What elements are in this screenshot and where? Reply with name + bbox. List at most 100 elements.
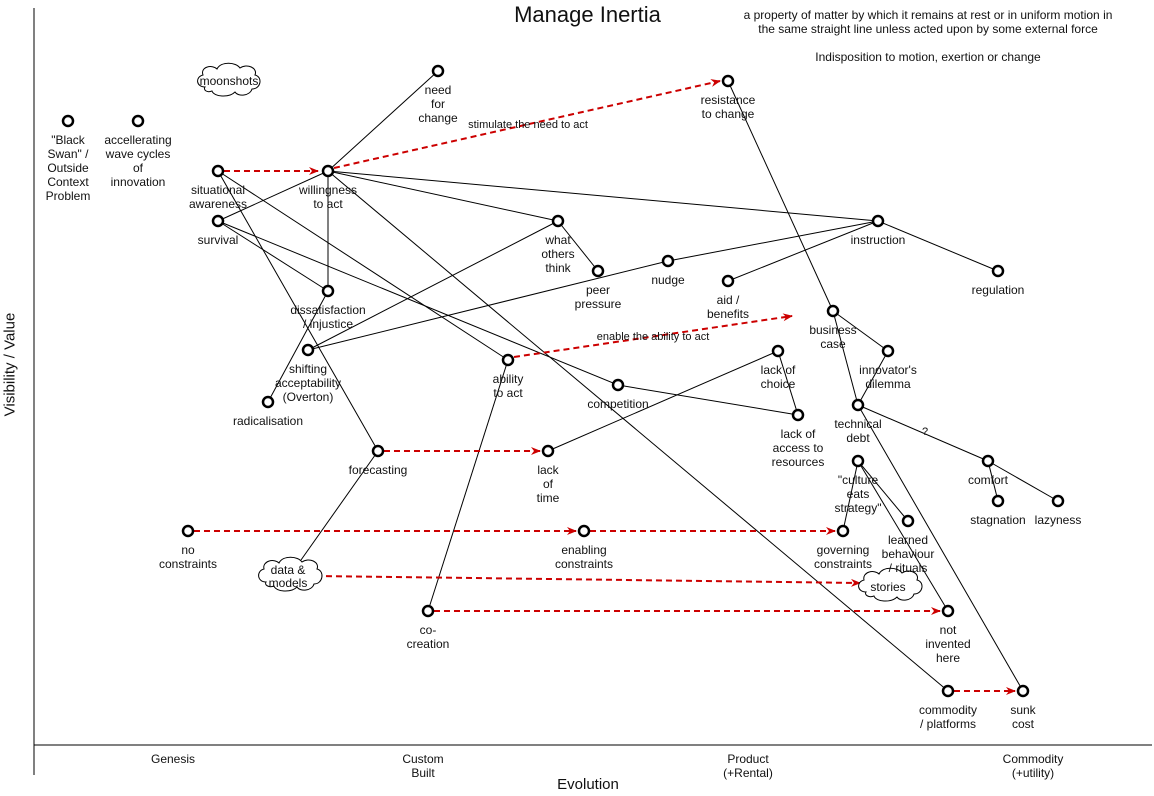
component-node-competition[interactable] xyxy=(611,378,625,392)
component-node-instruction[interactable] xyxy=(871,214,885,228)
cloud-label-moonshots: moonshots xyxy=(200,74,259,88)
component-node-dissatisfaction[interactable] xyxy=(321,284,335,298)
component-node-lazyness[interactable] xyxy=(1051,494,1065,508)
component-node-commodity[interactable] xyxy=(941,684,955,698)
link-forecasting-data xyxy=(300,450,379,561)
component-node-survival[interactable] xyxy=(211,214,225,228)
component-node-culture[interactable] xyxy=(851,454,865,468)
component-node-not-invented[interactable] xyxy=(941,604,955,618)
component-node-comfort[interactable] xyxy=(981,454,995,468)
component-node-accel[interactable] xyxy=(131,114,145,128)
component-node-lack-access[interactable] xyxy=(791,408,805,422)
component-label-radicalisation: radicalisation xyxy=(233,414,303,428)
link-competition-access xyxy=(617,384,799,416)
component-label-lack-choice: lack of choice xyxy=(761,363,796,391)
component-label-co-creation: co-creation xyxy=(407,623,450,651)
component-node-no-constraints[interactable] xyxy=(181,524,195,538)
annotation-enable: enable the ability to act xyxy=(597,331,710,343)
link-comfort-lazyness xyxy=(987,460,1059,502)
component-label-ability: ability to act xyxy=(493,372,524,400)
definition-text: a property of matter by which it remains… xyxy=(728,8,1128,36)
component-label-innovators: innovator's dilemma xyxy=(859,363,917,391)
component-node-lack-time[interactable] xyxy=(541,444,555,458)
component-node-enabling[interactable] xyxy=(577,524,591,538)
cloud-stories xyxy=(858,567,923,602)
component-node-governing[interactable] xyxy=(836,524,850,538)
component-node-lack-choice[interactable] xyxy=(771,344,785,358)
component-label-accel: accellerating wave cycles of innovation xyxy=(104,133,171,189)
component-label-governing: governing constraints xyxy=(814,543,872,571)
component-node-regulation[interactable] xyxy=(991,264,1005,278)
flow-data-stories xyxy=(315,575,861,587)
annotations: stimulate the need to act enable the abil… xyxy=(468,119,928,438)
component-label-business-case: business case xyxy=(809,323,856,351)
component-node-sunk[interactable] xyxy=(1016,684,1030,698)
link-ability-cocreation xyxy=(427,359,509,612)
link-culture-notinvented xyxy=(857,460,949,612)
component-node-business-case[interactable] xyxy=(826,304,840,318)
component-label-technical-debt: technical debt xyxy=(834,417,881,445)
component-label-stagnation: stagnation xyxy=(970,513,1025,527)
link-dissatisfaction-radicalisation xyxy=(267,290,329,403)
component-node-black-swan[interactable] xyxy=(61,114,75,128)
component-label-willingness: willingness to act xyxy=(298,183,357,211)
stage-custom-line-2: Built xyxy=(411,766,435,780)
component-node-radicalisation[interactable] xyxy=(261,395,275,409)
stage-commodity: Commodity (+utility) xyxy=(973,752,1093,780)
cloud-label-data-models: data & models xyxy=(269,563,308,590)
cloud-data-models xyxy=(258,556,323,592)
component-node-nudge[interactable] xyxy=(661,254,675,268)
flow-willingness-resistance xyxy=(333,79,721,169)
component-node-forecasting[interactable] xyxy=(371,444,385,458)
component-node-need-change[interactable] xyxy=(431,64,445,78)
component-label-sunk: sunk cost xyxy=(1010,703,1036,731)
component-label-aid: aid / benefits xyxy=(707,293,749,321)
component-label-culture: "culture eats strategy" xyxy=(835,473,882,515)
link-whatothers-peer xyxy=(557,220,599,272)
component-node-what-others[interactable] xyxy=(551,214,565,228)
component-node-shifting[interactable] xyxy=(301,343,315,357)
component-node-learned[interactable] xyxy=(901,514,915,528)
component-label-nudge: nudge xyxy=(651,273,685,287)
dependency-links xyxy=(217,70,1059,692)
component-label-no-constraints: no constraints xyxy=(159,543,217,571)
component-node-stagnation[interactable] xyxy=(991,494,1005,508)
component-node-situational[interactable] xyxy=(211,164,225,178)
component-label-instruction: instruction xyxy=(851,233,906,247)
annotation-stimulate: stimulate the need to act xyxy=(468,119,588,131)
component-label-survival: survival xyxy=(198,233,239,247)
component-label-learned: learned behaviour / rituals xyxy=(882,533,935,575)
component-node-peer[interactable] xyxy=(591,264,605,278)
component-label-resistance: resistance to change xyxy=(701,93,756,121)
link-willingness-whatothers xyxy=(327,170,559,222)
link-innovators-debt xyxy=(857,350,889,406)
link-comfort-stagnation xyxy=(987,460,999,502)
link-instruction-aid xyxy=(727,220,879,282)
component-node-resistance[interactable] xyxy=(721,74,735,88)
x-axis-label: Evolution xyxy=(557,776,619,793)
component-label-lack-time: lack of time xyxy=(537,463,560,505)
stage-product-line-1: Product xyxy=(727,752,769,766)
link-instruction-regulation xyxy=(877,220,999,272)
link-debt-sunk xyxy=(857,404,1024,692)
component-label-situational: situational awareness xyxy=(189,183,247,211)
component-label-commodity: commodity / platforms xyxy=(919,703,977,731)
map-title: Manage Inertia xyxy=(514,2,661,27)
link-debt-comfort xyxy=(857,404,989,462)
component-label-forecasting: forecasting xyxy=(349,463,408,477)
link-shifting-whatothers xyxy=(307,220,559,351)
link-nudge-instruction xyxy=(667,220,879,262)
component-node-willingness[interactable] xyxy=(321,164,335,178)
component-node-ability[interactable] xyxy=(501,353,515,367)
component-node-technical-debt[interactable] xyxy=(851,398,865,412)
link-culture-governing xyxy=(842,460,859,532)
cloud-moonshots xyxy=(197,62,261,97)
link-culture-learned xyxy=(857,460,909,522)
component-node-aid[interactable] xyxy=(721,274,735,288)
component-node-innovators[interactable] xyxy=(881,344,895,358)
link-situational-ability xyxy=(217,170,509,361)
component-label-lack-access: lack of access to resources xyxy=(772,427,825,469)
component-node-co-creation[interactable] xyxy=(421,604,435,618)
link-survival-dissatisfaction xyxy=(217,220,329,292)
